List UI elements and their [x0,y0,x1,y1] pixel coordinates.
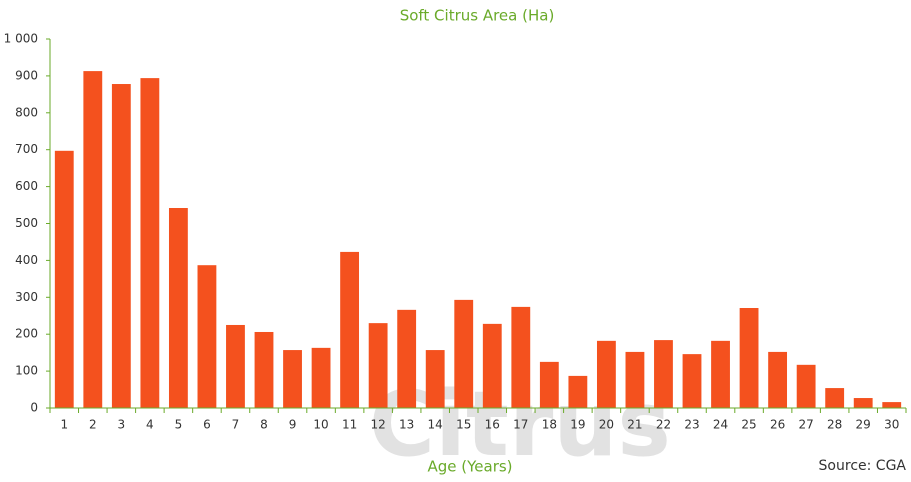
bar [626,352,645,408]
bar [312,348,331,408]
x-tick-label: 21 [627,418,642,432]
bar [768,352,787,408]
bar [426,350,445,408]
x-tick-label: 25 [741,418,756,432]
x-tick-label: 1 [60,418,68,432]
bar [597,341,616,408]
chart: Citrus Soft Citrus Area (Ha) Age (Years)… [0,0,911,482]
bar [140,78,159,408]
bar [540,362,559,408]
x-tick-label: 28 [827,418,842,432]
x-axis-label: Age (Years) [427,458,512,476]
x-tick-label: 10 [313,418,328,432]
y-tick-label: 0 [30,401,38,415]
bar [568,376,587,408]
x-tick-label: 20 [599,418,614,432]
bar [340,252,359,408]
y-tick-label: 200 [15,327,38,341]
bar [797,365,816,408]
source: Source: CGA [819,458,907,474]
x-tick-label: 2 [89,418,97,432]
x-tick-label: 29 [856,418,871,432]
y-tick-label: 1 000 [4,32,38,46]
bar [454,300,473,408]
x-tick-label: 16 [485,418,500,432]
x-tick-label: 24 [713,418,728,432]
y-tick-label: 400 [15,253,38,267]
x-tick-label: 3 [118,418,126,432]
y-tick-label: 500 [15,216,38,230]
x-tick-label: 18 [542,418,557,432]
y-tick-label: 600 [15,179,38,193]
x-tick-label: 12 [370,418,385,432]
x-tick-label: 5 [175,418,183,432]
bar [397,310,416,408]
y-tick-label: 700 [15,142,38,156]
y-tick-label: 800 [15,105,38,119]
x-tick-label: 13 [399,418,414,432]
bar [283,350,302,408]
bar [711,341,730,408]
bar [854,398,873,408]
bar [255,332,274,408]
bar [683,354,702,408]
bar [55,151,74,408]
chart-title: Soft Citrus Area (Ha) [400,7,555,25]
bar [226,325,245,408]
bar [198,265,217,408]
x-tick-label: 26 [770,418,785,432]
bar [169,208,188,408]
x-tick-label: 14 [428,418,443,432]
x-tick-label: 30 [884,418,899,432]
bar [83,71,102,408]
x-tick-label: 8 [260,418,268,432]
x-tick-label: 7 [232,418,240,432]
bar [511,307,530,408]
x-tick-label: 19 [570,418,585,432]
x-tick-label: 11 [342,418,357,432]
x-tick-label: 4 [146,418,154,432]
bar [654,340,673,408]
bar [112,84,131,408]
x-tick-label: 6 [203,418,211,432]
x-tick-label: 9 [289,418,297,432]
y-tick-label: 300 [15,290,38,304]
bar [483,324,502,408]
bar [825,388,844,408]
x-tick-label: 17 [513,418,528,432]
x-tick-label: 27 [798,418,813,432]
y-tick-label: 100 [15,364,38,378]
bar [369,323,388,408]
bar [740,308,759,408]
x-tick-label: 15 [456,418,471,432]
x-tick-label: 23 [684,418,699,432]
bar [882,402,901,408]
y-tick-label: 900 [15,68,38,82]
x-tick-label: 22 [656,418,671,432]
